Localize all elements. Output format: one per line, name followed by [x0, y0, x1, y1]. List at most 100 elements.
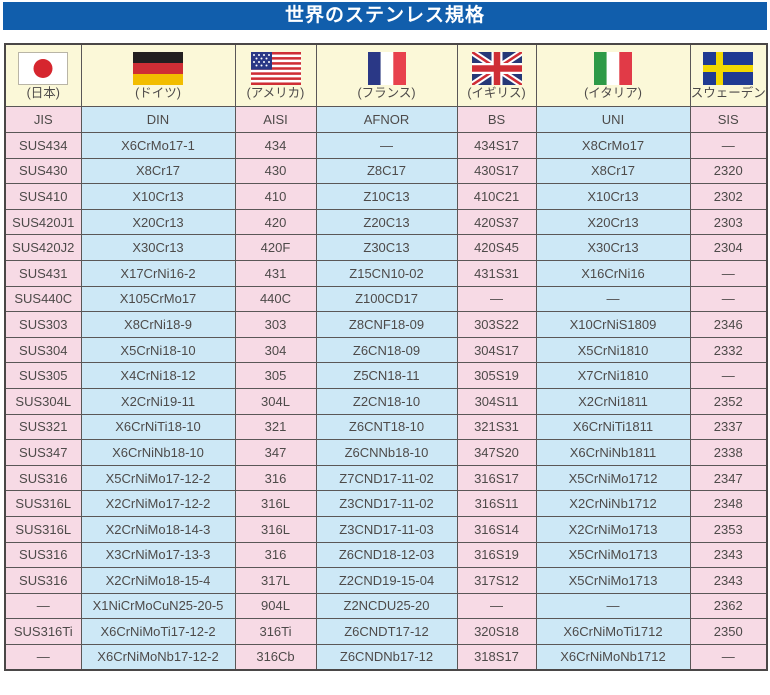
cell-din: X4CrNi18-12 — [80, 362, 236, 389]
cell-jis: SUS410 — [4, 183, 82, 210]
cell-uni: X5CrNiMo1713 — [535, 541, 691, 569]
cell-bs: 318S17 — [456, 643, 537, 671]
table-row: SUS440C X105CrMo17 440C Z100CD17— — — — [4, 285, 768, 313]
cell-jis: SUS420J2 — [4, 234, 82, 261]
cell-din: X17CrNi16-2 — [80, 259, 236, 287]
cell-sis: — — [689, 643, 768, 671]
table-row: SUS316L X2CrNiMo17-12-2 316L Z3CND17-11-02 3… — [4, 490, 768, 517]
cell-jis: SUS303 — [4, 311, 82, 338]
cell-bs: 430S17 — [456, 157, 537, 185]
cell-uni: X16CrNi16 — [535, 259, 691, 287]
cell-uni: X10CrNiS1809 — [535, 311, 691, 338]
cell-din: X10Cr13 — [80, 183, 236, 210]
cell-jis: SUS305 — [4, 362, 82, 389]
france-flag-icon — [367, 51, 406, 85]
cell-uni: — — [535, 285, 691, 313]
cell-jis: SUS440C — [4, 285, 82, 313]
cell-din: X6CrMo17-1 — [80, 132, 236, 159]
italy-flag-icon — [594, 51, 632, 85]
cell-afnor: Z6CNDT17-12 — [315, 618, 458, 645]
code-sis: SIS — [689, 106, 768, 133]
cell-sis: 2337 — [689, 413, 768, 441]
header-japan: (日本) — [4, 43, 82, 107]
cell-bs: 321S31 — [456, 413, 537, 441]
japan-flag-icon — [18, 51, 69, 85]
cell-jis: SUS316L — [4, 515, 82, 543]
cell-jis: SUS316 — [4, 464, 82, 492]
cell-uni: X5CrNiMo1712 — [535, 464, 691, 492]
cell-jis: SUS347 — [4, 439, 82, 466]
cell-sis: 2347 — [689, 464, 768, 492]
cell-aisi: 430 — [234, 157, 317, 185]
cell-din: X6CrNiMoTi17-12-2 — [80, 618, 236, 645]
table-row: SUS316 X3CrNiMo17-13-3 316 Z6CND18-12-03 316… — [4, 541, 768, 569]
header-usa: (アメリカ) — [234, 43, 317, 107]
cell-aisi: 347 — [234, 439, 317, 466]
cell-din: X8CrNi18-9 — [80, 311, 236, 338]
cell-uni: X6CrNiTi1811 — [535, 413, 691, 441]
cell-sis: — — [689, 259, 768, 287]
table-row: — X1NiCrMoCuN25-20-5 904L Z2NCDU25-20— —2362 — [4, 592, 768, 620]
table-row: SUS316 X5CrNiMo17-12-2 316 Z7CND17-11-02 316… — [4, 464, 768, 492]
table-row: SUS430 X8Cr17 430 Z8C17 430S17 X8Cr17 2320 — [4, 157, 768, 185]
cell-aisi: 303 — [234, 311, 317, 338]
table-row: SUS303 X8CrNi18-9 303 Z8CNF18-09 303S22 X10Cr… — [4, 311, 768, 338]
cell-aisi: 316L — [234, 515, 317, 543]
cell-aisi: 434 — [234, 132, 317, 159]
cell-afnor: Z6CNDNb17-12 — [315, 643, 458, 671]
cell-aisi: 316 — [234, 464, 317, 492]
table-row: SUS304 X5CrNi18-10 304 Z6CN18-09 304S17 X5CrN… — [4, 336, 768, 364]
code-bs: BS — [456, 106, 537, 133]
cell-uni: X6CrNiMoNb1712 — [535, 643, 691, 671]
cell-bs: 347S20 — [456, 439, 537, 466]
cell-bs: 305S19 — [456, 362, 537, 389]
cell-afnor: Z6CND18-12-03 — [315, 541, 458, 569]
cell-jis: SUS316L — [4, 490, 82, 517]
cell-bs: — — [456, 592, 537, 620]
cell-afnor: Z3CND17-11-03 — [315, 515, 458, 543]
standard-code-row: JIS DIN AISI AFNOR BS UNI SIS — [4, 106, 768, 133]
cell-jis: SUS316 — [4, 567, 82, 594]
cell-sis: 2362 — [689, 592, 768, 620]
cell-afnor: Z30C13 — [315, 234, 458, 261]
sweden-flag-icon — [703, 51, 754, 85]
cell-uni: — — [535, 592, 691, 620]
cell-din: X5CrNi18-10 — [80, 336, 236, 364]
cell-afnor: Z6CNT18-10 — [315, 413, 458, 441]
cell-afnor: Z100CD17 — [315, 285, 458, 313]
cell-afnor: Z2CN18-10 — [315, 387, 458, 415]
country-label: (ドイツ) — [135, 85, 181, 100]
cell-sis: — — [689, 285, 768, 313]
cell-afnor: Z6CN18-09 — [315, 336, 458, 364]
cell-din: X30Cr13 — [80, 234, 236, 261]
flag-row: (日本) (ドイツ) — [4, 43, 768, 107]
cell-afnor: Z10C13 — [315, 183, 458, 210]
cell-din: X1NiCrMoCuN25-20-5 — [80, 592, 236, 620]
cell-din: X2CrNi19-11 — [80, 387, 236, 415]
cell-din: X20Cr13 — [80, 208, 236, 236]
cell-jis: SUS431 — [4, 259, 82, 287]
country-label: (日本) — [26, 85, 60, 100]
country-label: (イタリア) — [584, 85, 642, 100]
cell-aisi: 316Cb — [234, 643, 317, 671]
cell-sis: 2348 — [689, 490, 768, 517]
cell-jis: SUS316Ti — [4, 618, 82, 645]
table-row: SUS316Ti X6CrNiMoTi17-12-2 316Ti Z6CNDT17-1… — [4, 618, 768, 645]
cell-afnor: Z3CND17-11-02 — [315, 490, 458, 517]
cell-afnor: Z2NCDU25-20 — [315, 592, 458, 620]
cell-aisi: 420F — [234, 234, 317, 261]
cell-din: X3CrNiMo17-13-3 — [80, 541, 236, 569]
cell-sis: 2303 — [689, 208, 768, 236]
cell-afnor: Z6CNNb18-10 — [315, 439, 458, 466]
cell-sis: 2338 — [689, 439, 768, 466]
cell-din: X2CrNiMo18-14-3 — [80, 515, 236, 543]
cell-bs: 303S22 — [456, 311, 537, 338]
cell-bs: 420S45 — [456, 234, 537, 261]
cell-afnor: Z2CND19-15-04 — [315, 567, 458, 594]
table-row: SUS316L X2CrNiMo18-14-3 316L Z3CND17-11-03 3… — [4, 515, 768, 543]
cell-bs: 316S17 — [456, 464, 537, 492]
cell-uni: X10Cr13 — [535, 183, 691, 210]
cell-din: X5CrNiMo17-12-2 — [80, 464, 236, 492]
cell-bs: 420S37 — [456, 208, 537, 236]
table-row: SUS305 X4CrNi18-12 305 Z5CN18-11 305S19 X7CrN… — [4, 362, 768, 389]
